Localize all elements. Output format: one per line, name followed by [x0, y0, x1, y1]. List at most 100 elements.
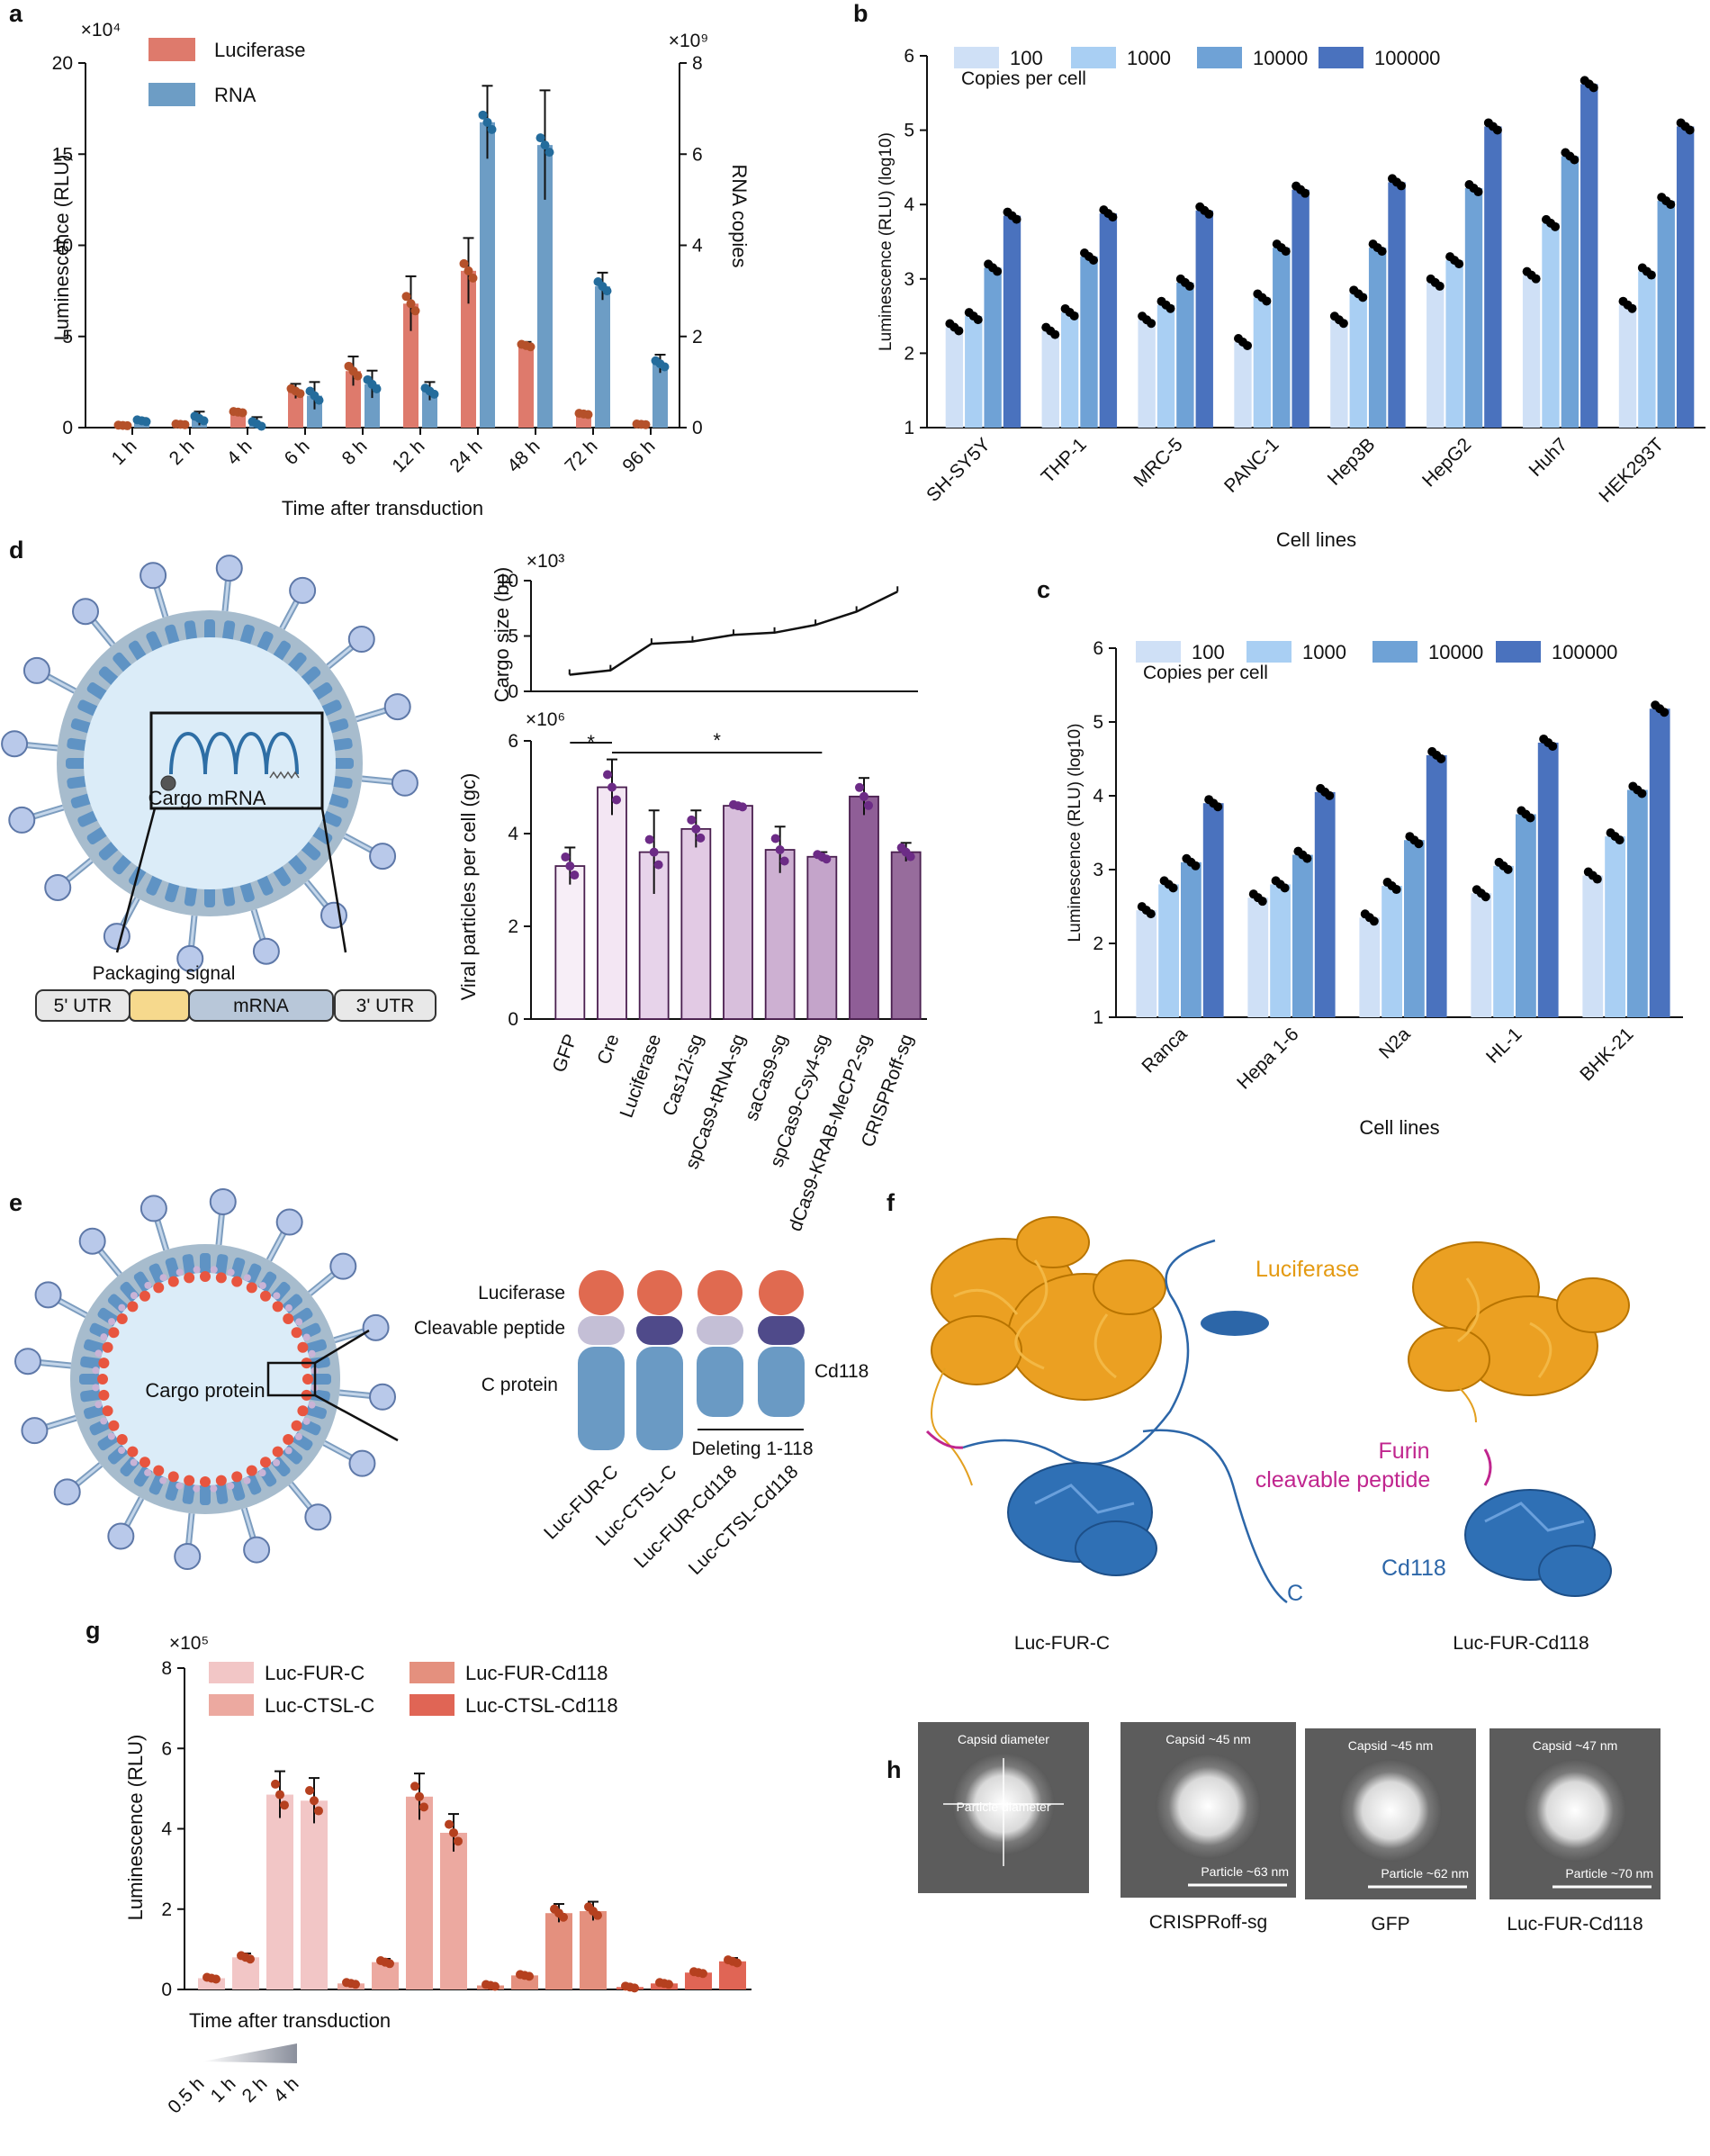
spike-head [289, 576, 317, 604]
capsid-subunit [80, 1389, 103, 1403]
data-point [973, 315, 983, 325]
x-tick-label: Luciferase [616, 1032, 666, 1121]
x-tick-label: MRC-5 [1130, 434, 1186, 491]
em-particle [1156, 1754, 1261, 1859]
x-tick-label: 24 h [446, 436, 486, 476]
y-tick-label: 0 [692, 418, 703, 438]
bar-copies-100000 [1099, 213, 1118, 428]
data-point [449, 1827, 458, 1837]
deleting-label: Deleting 1-118 [691, 1439, 813, 1459]
bar-gfp [555, 866, 585, 1019]
data-point [608, 782, 616, 792]
panel-label-e: e [9, 1189, 22, 1216]
data-point [1369, 916, 1379, 926]
legend-label: Luc-CTSL-Cd118 [465, 1694, 618, 1717]
legend-label: Luciferase [214, 39, 306, 61]
capsid-subunit [182, 1482, 195, 1504]
peptide-dot [258, 1469, 266, 1477]
data-point [141, 417, 151, 427]
peptide-dot [176, 1268, 184, 1276]
data-point [630, 1983, 639, 1993]
x-tick-label: BHK-21 [1576, 1024, 1637, 1085]
capsid-subunit [86, 681, 109, 700]
data-point [401, 292, 411, 302]
data-point [1358, 293, 1368, 302]
capsid-subunit [239, 624, 255, 647]
furin-label-1: Furin [1379, 1439, 1430, 1464]
bar-copies-1000 [1638, 271, 1656, 428]
spike-head [320, 901, 347, 929]
data-point [314, 395, 324, 405]
cargo-protein-dot [231, 1276, 243, 1287]
data-point [445, 1819, 454, 1829]
capsid-subunit [330, 737, 353, 752]
x-tick-label: 0.5 h [164, 2073, 208, 2117]
cargo-protein-dot [272, 1446, 284, 1457]
data-point [733, 1958, 742, 1968]
bar-luciferase [461, 270, 476, 428]
x-tick-label: 72 h [561, 436, 601, 476]
construct-diagram: Luciferase Cleavable peptide C protein D… [414, 1270, 868, 1579]
peptide-dot [92, 1367, 100, 1375]
data-point [864, 800, 873, 810]
peptide-dot [193, 1484, 201, 1493]
data-point [559, 1912, 568, 1922]
cargo-protein-dot [215, 1272, 227, 1284]
data-point [1262, 296, 1272, 306]
cargo-protein-dot [98, 1358, 110, 1369]
legend-label: Luc-CTSL-C [265, 1694, 374, 1717]
bar-copies-1000 [1493, 865, 1514, 1017]
data-point [770, 834, 780, 843]
peptide-dot [210, 1266, 218, 1274]
protein-structure-luc-fur-cd118: Furin cleavable peptide Cd118 Luc-FUR-Cd… [1256, 1241, 1630, 1654]
data-point [372, 383, 382, 393]
data-point [1570, 155, 1580, 165]
peptide-dot [118, 1304, 126, 1312]
capsid-subunit [300, 841, 321, 861]
bar-copies-10000 [1368, 248, 1387, 428]
data-point [1191, 861, 1201, 871]
y-tick-label: 2 [692, 327, 703, 347]
data-point [603, 770, 612, 780]
construct-label-4: Luc-CTSL-Cd118 [685, 1461, 803, 1579]
spike-head [209, 1187, 237, 1215]
bar-copies-1000 [1605, 836, 1625, 1017]
data-point [295, 389, 305, 399]
capsid-subunit [98, 666, 120, 686]
cargo-protein-dot [246, 1465, 257, 1476]
data-point [314, 1806, 323, 1816]
spike-head [107, 1522, 135, 1550]
data-point [525, 1971, 534, 1981]
cargo-protein-dot [116, 1434, 128, 1446]
data-point [1588, 83, 1598, 93]
data-point [641, 419, 651, 429]
data-point [1069, 311, 1079, 320]
bar-dcas9-krab-mecp2-sg [850, 796, 878, 1019]
x-tick-label: 48 h [503, 436, 544, 476]
panel-label-g: g [86, 1617, 101, 1644]
furin-label-2: cleavable peptide [1256, 1467, 1431, 1493]
legend-swatch [148, 38, 195, 61]
data-point [1257, 897, 1267, 907]
y-tick-label: 6 [692, 144, 703, 165]
spike-head [21, 1417, 49, 1445]
bar-copies-100 [1582, 875, 1604, 1017]
bar-luc-fur-c [232, 1957, 259, 1989]
bar-cre [598, 787, 626, 1019]
peptide-dot [94, 1401, 103, 1409]
bar-copies-100 [1138, 320, 1156, 428]
y-exponent: ×10⁶ [526, 709, 565, 730]
data-point [536, 133, 545, 143]
y-exponent: ×10³ [526, 551, 565, 572]
capsid-subunit [182, 1254, 195, 1276]
capsid-subunit [221, 620, 236, 643]
bar-copies-100 [1359, 917, 1381, 1017]
y-tick-label: 6 [508, 731, 518, 752]
structure-caption-right: Luc-FUR-Cd118 [1453, 1633, 1588, 1654]
panel-label-b: b [853, 0, 868, 27]
x-tick-label: Hep3B [1324, 434, 1380, 490]
bar-copies-100 [1618, 304, 1637, 428]
cargo-protein-dot [108, 1327, 120, 1339]
y-axis-label: Luminescence (RLU) (log10) [877, 132, 896, 351]
peptide-dot [176, 1482, 184, 1490]
